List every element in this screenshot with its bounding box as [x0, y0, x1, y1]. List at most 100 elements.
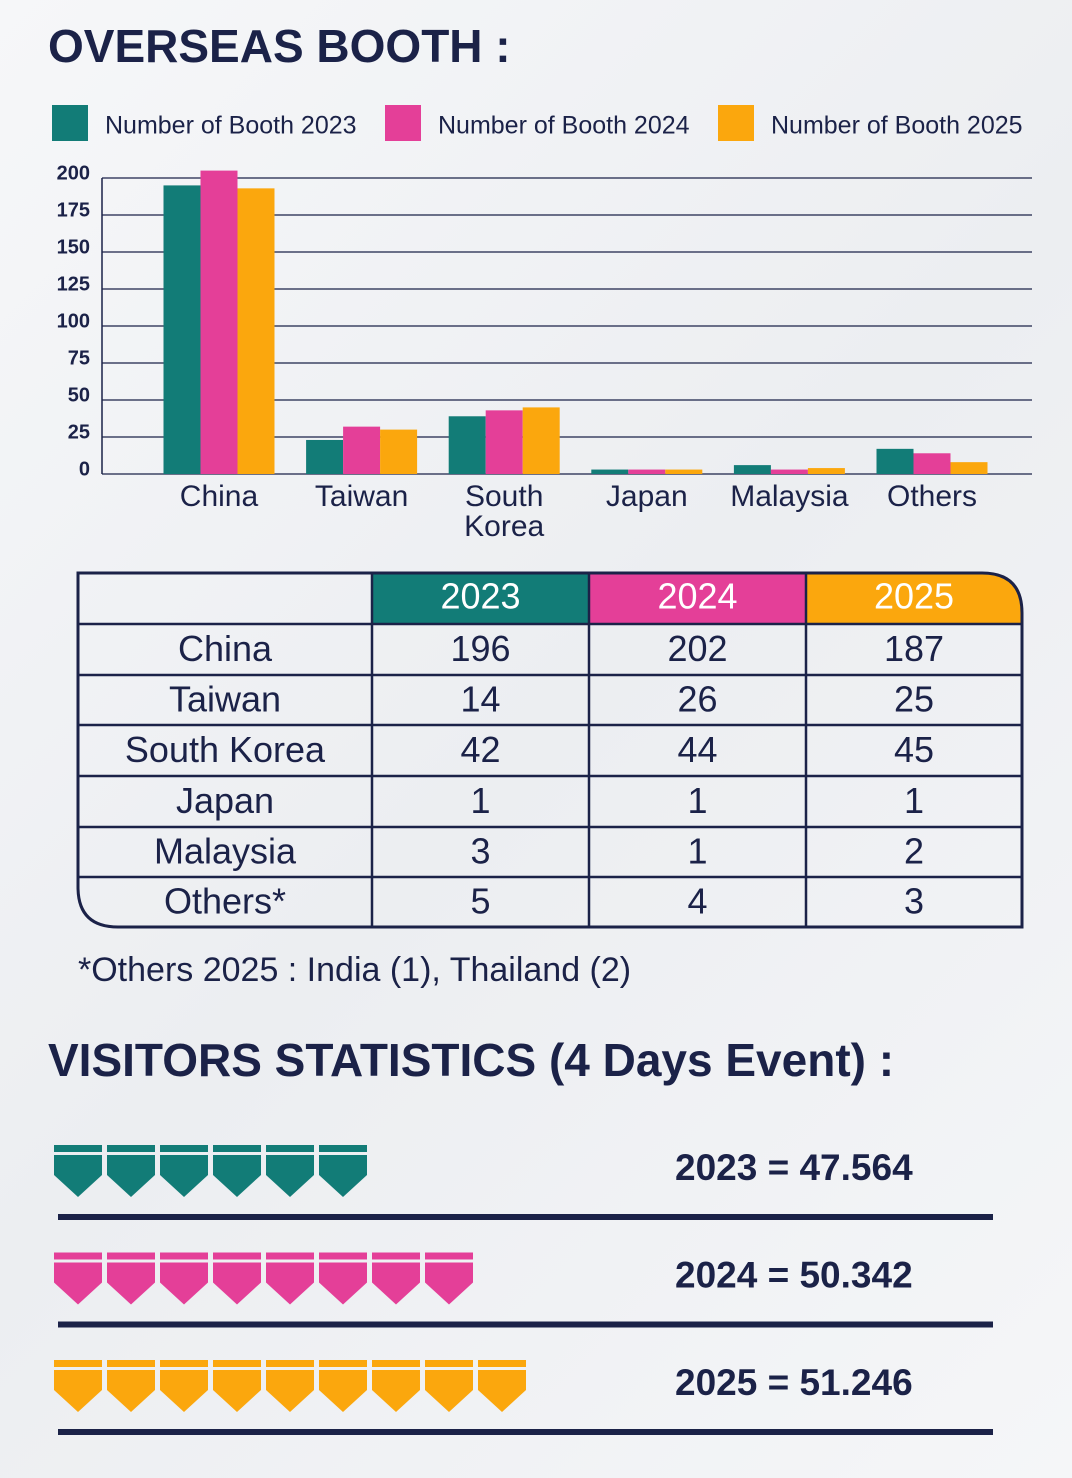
table-value: 1	[904, 780, 924, 821]
table-value: 1	[687, 780, 707, 821]
bar	[913, 453, 951, 474]
visitor-icon-band	[372, 1252, 420, 1260]
visitor-label: 2023 = 47.564	[675, 1147, 913, 1188]
bar	[485, 410, 523, 474]
bar	[628, 469, 666, 474]
visitor-icon-band	[160, 1252, 208, 1260]
bar	[522, 407, 560, 474]
section-title: OVERSEAS BOOTH :	[48, 20, 511, 72]
visitor-icon	[478, 1370, 526, 1412]
header-label: 2023	[440, 576, 520, 617]
visitor-icon	[160, 1155, 208, 1197]
y-tick-label: 0	[79, 458, 90, 480]
bar	[591, 469, 629, 474]
visitor-icon-band	[160, 1360, 208, 1367]
visitor-icon-band	[266, 1360, 314, 1367]
table-border	[76, 571, 1024, 929]
table-header-fills	[372, 573, 1022, 624]
bar	[770, 469, 808, 474]
table-value: 14	[460, 679, 500, 720]
visitor-icon	[266, 1155, 314, 1197]
visitor-icon-band	[213, 1360, 261, 1367]
visitor-icon-band	[266, 1145, 314, 1152]
table-value: 187	[884, 628, 944, 669]
visitor-icon-band	[160, 1145, 208, 1152]
x-tick-label: Others	[886, 480, 978, 513]
table-value: 45	[894, 729, 934, 770]
bar	[200, 170, 238, 474]
visitor-icon	[319, 1155, 367, 1197]
visitor-icon	[54, 1155, 102, 1197]
x-tick-label: Malaysia	[730, 480, 849, 513]
visitor-icon-band	[213, 1145, 261, 1152]
visitor-icon-band	[478, 1360, 526, 1367]
header-label: 2024	[657, 576, 737, 617]
y-tick-label: 50	[68, 384, 90, 406]
bar	[237, 188, 275, 475]
visitor-icon	[425, 1262, 473, 1305]
visitor-icon	[213, 1370, 261, 1412]
header-cell	[589, 573, 806, 624]
y-tick-label: 175	[57, 199, 90, 221]
table-value: 44	[677, 729, 717, 770]
x-tick-label: China	[179, 480, 259, 513]
visitor-icon	[107, 1262, 155, 1305]
table-value: 196	[450, 628, 510, 669]
legend-swatch	[718, 105, 754, 141]
visitor-icon	[107, 1370, 155, 1412]
bar	[950, 462, 988, 474]
visitor-icon-band	[107, 1252, 155, 1260]
visitor-icon	[54, 1262, 102, 1305]
table-value: 3	[904, 881, 924, 922]
visitor-icon-band	[319, 1252, 367, 1260]
visitor-label: 2024 = 50.342	[675, 1254, 913, 1295]
table-value: 202	[667, 628, 727, 669]
visitor-icon-band	[54, 1360, 102, 1367]
visitor-icon	[372, 1262, 420, 1305]
y-tick-label: 25	[68, 421, 90, 443]
visitor-icon-band	[107, 1360, 155, 1367]
y-tick-label: 125	[57, 273, 90, 295]
table-row-label: China	[178, 628, 273, 669]
visitor-icon-band	[213, 1252, 261, 1260]
visitor-icon	[266, 1262, 314, 1305]
visitor-icon-band	[266, 1252, 314, 1260]
table-row-label: Malaysia	[154, 831, 297, 872]
y-tick-label: 200	[57, 162, 90, 184]
y-tick-label: 150	[57, 236, 90, 258]
visitor-icon-band	[54, 1145, 102, 1152]
visitor-icon-band	[372, 1360, 420, 1367]
visitor-icon	[425, 1370, 473, 1412]
header-cell	[372, 573, 589, 624]
table-value: 2	[904, 831, 924, 872]
table-value: 25	[894, 679, 934, 720]
table-value: 5	[470, 881, 490, 922]
visitor-icon-band	[319, 1360, 367, 1367]
visitor-label: 2025 = 51.246	[675, 1362, 913, 1403]
bar	[306, 439, 344, 474]
visitor-icon-band	[54, 1252, 102, 1260]
y-tick-label: 75	[68, 347, 90, 369]
legend-label: Number of Booth 2024	[438, 112, 690, 140]
legend-swatch	[52, 105, 88, 141]
section-title: VISITORS STATISTICS (4 Days Event) :	[48, 1034, 894, 1086]
table-row-label: Japan	[176, 780, 274, 821]
visitor-icon-band	[425, 1252, 473, 1260]
visitor-icon	[266, 1370, 314, 1412]
bar	[380, 429, 418, 474]
table-value: 4	[687, 881, 707, 922]
visitor-icon	[160, 1370, 208, 1412]
bar	[733, 465, 771, 474]
visitor-icon	[319, 1262, 367, 1305]
table-value: 42	[460, 729, 500, 770]
header-label: 2025	[874, 576, 954, 617]
legend-label: Number of Booth 2023	[105, 112, 357, 140]
legend-label: Number of Booth 2025	[771, 112, 1023, 140]
table-value: 26	[677, 679, 717, 720]
x-tick-label: South Korea	[464, 480, 545, 543]
bar	[876, 448, 914, 474]
visitor-icon	[54, 1370, 102, 1412]
bar	[807, 468, 845, 474]
visitor-icon	[160, 1262, 208, 1305]
